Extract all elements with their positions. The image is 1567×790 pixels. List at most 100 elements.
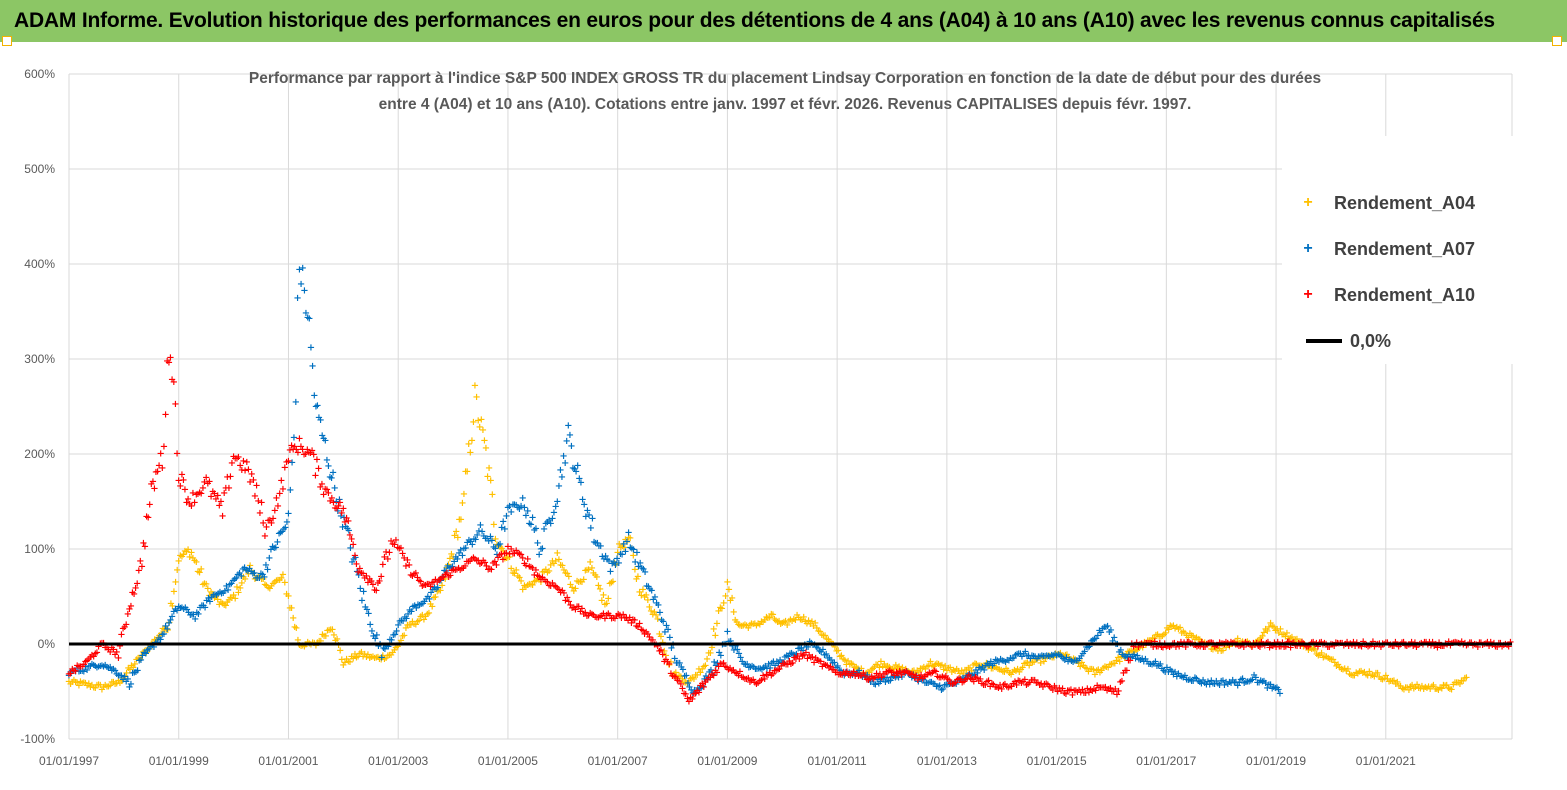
data-point: + (181, 546, 189, 557)
data-point: + (161, 621, 169, 632)
data-point: + (432, 584, 440, 595)
data-point: + (364, 650, 372, 661)
data-point: + (170, 586, 178, 597)
data-point: + (129, 662, 137, 673)
data-point: + (1010, 665, 1018, 676)
data-point: + (723, 577, 731, 588)
data-point: + (949, 665, 957, 676)
data-point: + (338, 655, 346, 666)
data-point: + (90, 682, 98, 693)
data-point: + (446, 554, 454, 565)
data-point: + (743, 659, 751, 670)
data-point: + (616, 549, 624, 560)
data-point: + (490, 520, 498, 531)
data-point: + (450, 557, 458, 568)
data-point: + (936, 681, 944, 692)
data-point: + (194, 609, 202, 620)
data-point: + (662, 650, 670, 661)
data-point: + (987, 663, 995, 674)
data-point: + (1396, 681, 1404, 692)
data-point: + (175, 556, 183, 567)
x-tick-label: 01/01/2015 (1027, 754, 1087, 768)
data-point: + (707, 665, 715, 676)
data-point: + (1337, 664, 1345, 675)
data-point: + (1129, 647, 1137, 658)
data-point: + (952, 679, 960, 690)
data-point: + (1030, 657, 1038, 668)
data-point: + (1035, 653, 1043, 664)
data-point: + (596, 584, 604, 595)
data-point: + (318, 630, 326, 641)
data-point: + (260, 572, 268, 583)
data-point: + (583, 565, 591, 576)
data-point: + (1027, 657, 1035, 668)
data-point: + (905, 667, 913, 678)
data-point: + (483, 533, 491, 544)
data-point: + (501, 524, 509, 535)
data-point: + (73, 678, 81, 689)
data-point: + (1438, 683, 1446, 694)
data-point: + (739, 621, 747, 632)
data-point: + (121, 671, 129, 682)
data-point: + (965, 669, 973, 680)
data-point: + (855, 665, 863, 676)
data-point: + (146, 500, 154, 511)
data-point: + (873, 675, 881, 686)
data-point: + (959, 673, 967, 684)
data-point: + (99, 662, 107, 673)
data-point: + (1161, 628, 1169, 639)
data-point: + (883, 672, 891, 683)
data-point: + (821, 631, 829, 642)
data-point: + (494, 541, 502, 552)
data-point: + (776, 655, 784, 666)
data-point: + (840, 670, 848, 681)
data-point: + (989, 664, 997, 675)
data-point: + (547, 560, 555, 571)
data-point: + (1426, 684, 1434, 695)
data-point: + (1410, 684, 1418, 695)
data-point: + (166, 353, 174, 364)
data-point: + (355, 570, 363, 581)
data-point: + (494, 540, 502, 551)
data-point: + (781, 616, 789, 627)
data-point: + (1003, 655, 1011, 666)
data-point: + (192, 557, 200, 568)
data-point: + (977, 661, 985, 672)
data-point: + (800, 612, 808, 623)
data-point: + (1029, 651, 1037, 662)
data-point: + (644, 582, 652, 593)
data-point: + (266, 584, 274, 595)
data-point: + (519, 493, 527, 504)
data-point: + (680, 677, 688, 688)
data-point: + (1130, 646, 1138, 657)
x-tick-label: 01/01/1999 (149, 754, 209, 768)
data-point: + (941, 661, 949, 672)
data-point: + (577, 478, 585, 489)
data-point: + (852, 669, 860, 680)
data-point: + (417, 599, 425, 610)
data-point: + (1309, 643, 1317, 654)
data-point: + (304, 313, 312, 324)
data-point: + (455, 548, 463, 559)
data-point: + (71, 667, 79, 678)
data-point: + (189, 609, 197, 620)
data-point: + (155, 631, 163, 642)
data-point: + (73, 663, 81, 674)
data-point: + (522, 582, 530, 593)
data-point: + (427, 587, 435, 598)
data-point: + (921, 678, 929, 689)
data-point: + (997, 665, 1005, 676)
data-point: + (1339, 665, 1347, 676)
data-point: + (389, 630, 397, 641)
data-point: + (488, 490, 496, 501)
data-point: + (657, 632, 665, 643)
data-point: + (372, 653, 380, 664)
data-point: + (328, 624, 336, 635)
data-point: + (634, 562, 642, 573)
data-point: + (297, 641, 305, 652)
data-point: + (223, 597, 231, 608)
data-point: + (1434, 685, 1442, 696)
data-point: + (278, 527, 286, 538)
data-point: + (909, 670, 917, 681)
data-point: + (585, 510, 593, 521)
